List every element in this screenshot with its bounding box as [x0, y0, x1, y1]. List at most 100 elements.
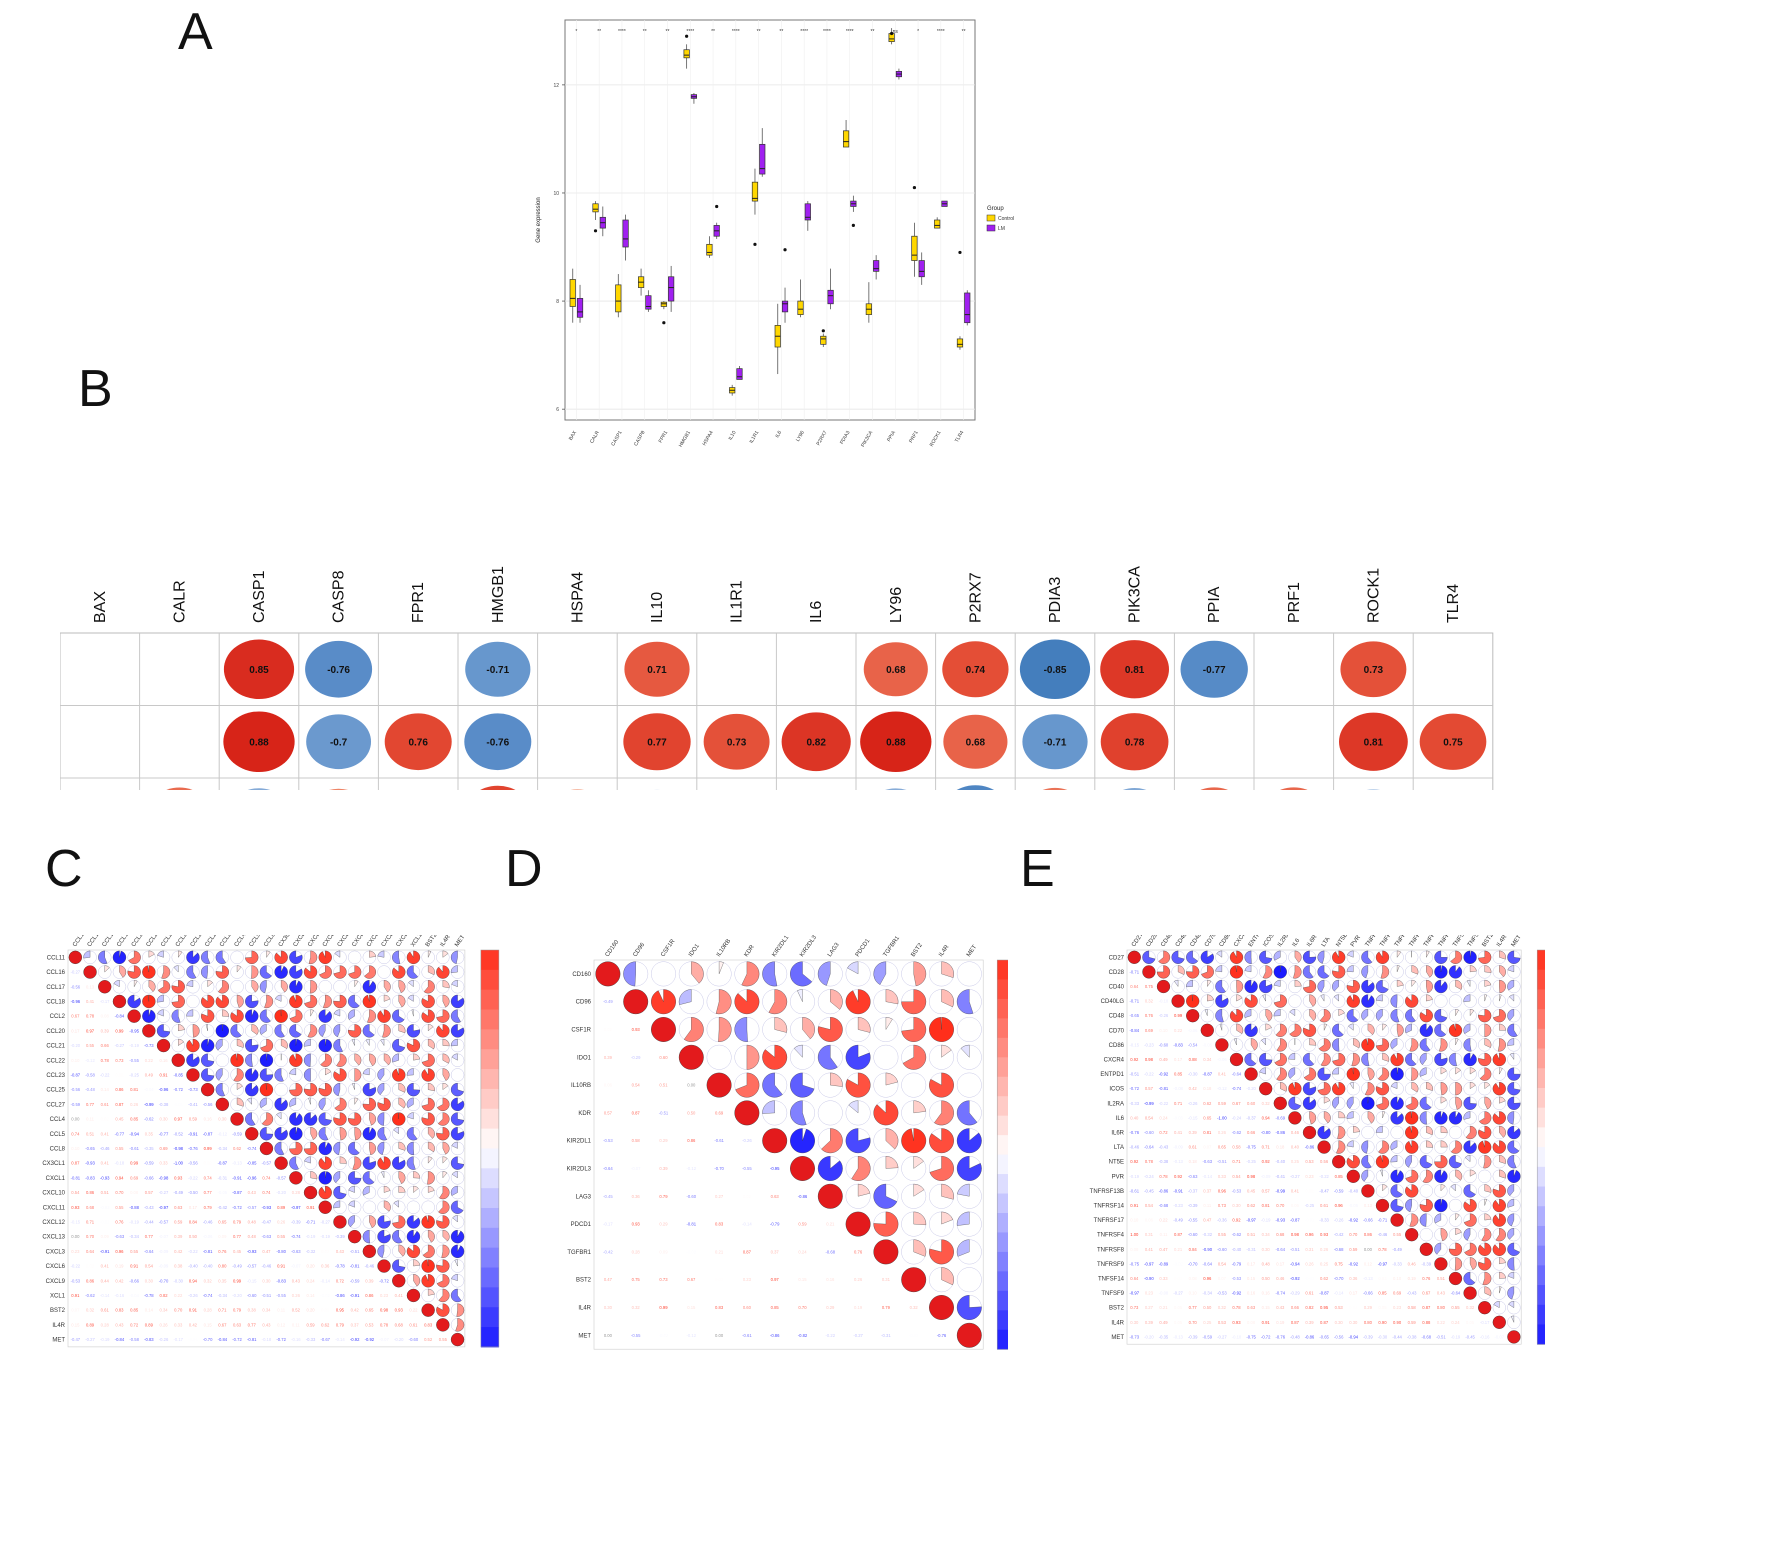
correlation-pie: [706, 1072, 732, 1098]
correlation-value: 0.91: [189, 1308, 198, 1313]
correlation-pie: [148, 980, 156, 992]
correlation-pie: [1478, 1242, 1492, 1256]
correlation-pie: [1440, 1228, 1448, 1242]
correlation-value: -0.65: [1319, 1334, 1329, 1339]
correlation-pie: [1353, 1038, 1360, 1049]
correlation-pie: [1280, 1082, 1287, 1092]
correlation-pie: [1499, 1271, 1506, 1279]
correlation-pie: [245, 1009, 259, 1023]
correlation-value: 0.71: [218, 1308, 227, 1313]
x-tick-label: IL10: [728, 430, 738, 442]
correlation-pie: [1492, 1198, 1506, 1213]
correlation-pie: [1390, 1184, 1403, 1198]
correlation-matrix-e: CD27CD27CD28CD28CD40CD40CD40LGCD40LGCD48…: [1090, 935, 1545, 1345]
correlation-bubble: [570, 789, 585, 790]
correlation-pie: [960, 1044, 970, 1058]
correlation-pie: [1455, 979, 1463, 990]
significance-label: ****: [618, 29, 626, 35]
correlation-value: 0.86: [86, 1190, 95, 1195]
correlation-pie: [156, 1038, 171, 1053]
correlation-value: 0.79: [336, 1322, 345, 1327]
correlation-pie: [762, 961, 778, 987]
correlation-circle: [1390, 1125, 1404, 1140]
correlation-value: -0.92: [1349, 1218, 1359, 1223]
correlation-value: 0.30: [1335, 1320, 1344, 1325]
correlation-value: 0.85: [1378, 1291, 1387, 1296]
correlation-pie: [1302, 965, 1314, 979]
correlation-pie: [1434, 1169, 1448, 1183]
correlation-pie: [436, 1215, 450, 1229]
correlation-pie: [1276, 1067, 1287, 1081]
correlation-value: -0.25: [129, 1072, 139, 1077]
correlation-pie: [398, 1185, 406, 1193]
correlation-pie: [956, 1295, 982, 1320]
row-label: CD27: [1109, 955, 1125, 961]
correlation-pie: [1419, 1198, 1433, 1213]
column-label: PIK3CA: [1127, 566, 1144, 623]
correlation-pie: [411, 1009, 414, 1017]
correlation-value: 0.77: [204, 1190, 213, 1195]
correlation-value: -0.06: [203, 1234, 213, 1239]
correlation-value: 0.71: [1174, 1101, 1183, 1106]
correlation-pie: [230, 1112, 244, 1126]
correlation-pie: [98, 950, 108, 964]
correlation-pie: [1499, 994, 1502, 1002]
correlation-pie: [261, 1112, 274, 1126]
panel-label-d: D: [505, 840, 543, 898]
correlation-value: 0.23: [1305, 1174, 1314, 1179]
correlation-pie: [1499, 1096, 1506, 1104]
correlation-value: 0.09: [101, 1234, 110, 1239]
correlation-value: 0.33: [159, 1161, 168, 1166]
x-tick-label: HSPA4: [702, 430, 715, 447]
column-label: CASP1: [251, 570, 268, 623]
correlation-pie: [1244, 1023, 1258, 1037]
correlation-value: 0.02: [321, 1249, 330, 1254]
correlation-circle: [333, 980, 347, 994]
correlation-pie: [1336, 1140, 1346, 1154]
correlation-value: 0.43: [262, 1322, 271, 1327]
correlation-value: 0.81: [1262, 1203, 1271, 1208]
correlation-value: 0.82: [806, 737, 826, 748]
correlation-pie: [354, 1127, 362, 1141]
correlation-value: -0.87: [1203, 1072, 1213, 1077]
x-tick-label: CALR: [589, 430, 601, 445]
correlation-pie: [762, 1044, 788, 1070]
correlation-pie: [1466, 979, 1471, 987]
correlation-value: -0.01: [909, 1333, 919, 1338]
correlation-pie: [450, 1038, 458, 1047]
correlation-pie: [1337, 1125, 1346, 1140]
correlation-value: -0.07: [379, 1337, 389, 1342]
correlation-pie: [1332, 1052, 1346, 1067]
correlation-pie: [1259, 1067, 1266, 1075]
correlation-value: -0.32: [306, 1249, 316, 1254]
correlation-value: -0.54: [1188, 1042, 1198, 1047]
colorbar-segment: [1537, 1304, 1545, 1325]
correlation-pie: [1405, 1140, 1419, 1154]
correlation-value: -0.53: [1232, 1188, 1242, 1193]
correlation-value: 0.29: [1364, 1305, 1373, 1310]
correlation-pie: [1229, 950, 1244, 964]
correlation-pie: [1434, 1213, 1442, 1224]
correlation-value: -0.70: [714, 1166, 724, 1171]
correlation-pie: [1422, 1169, 1433, 1183]
correlation-pie: [450, 1009, 461, 1023]
correlation-pie: [1273, 979, 1281, 987]
correlation-pie: [377, 1215, 391, 1229]
correlation-circle: [186, 994, 200, 1009]
correlation-value: -0.90: [1203, 1247, 1213, 1252]
correlation-value: 0.11: [292, 1322, 301, 1327]
correlation-value: -0.15: [1130, 1042, 1140, 1047]
correlation-circle: [318, 980, 332, 994]
correlation-value: 0.09: [218, 1234, 227, 1239]
correlation-pie: [1464, 1155, 1471, 1163]
correlation-bubble-chart: BAX CALR CASP1 CASP8 FPR1 HMGB1 HSPA4 IL10 IL1R1…: [60, 566, 1494, 790]
correlation-pie: [119, 965, 127, 978]
correlation-pie: [442, 1141, 450, 1155]
column-label: CD40: [1160, 935, 1174, 948]
correlation-pie: [1484, 1184, 1492, 1193]
correlation-pie: [392, 1053, 399, 1063]
correlation-value: 0.26: [1305, 1261, 1314, 1266]
correlation-value: 0.68: [86, 1205, 95, 1210]
correlation-pie: [1376, 1096, 1390, 1110]
correlation-value: -0.84: [218, 1337, 228, 1342]
